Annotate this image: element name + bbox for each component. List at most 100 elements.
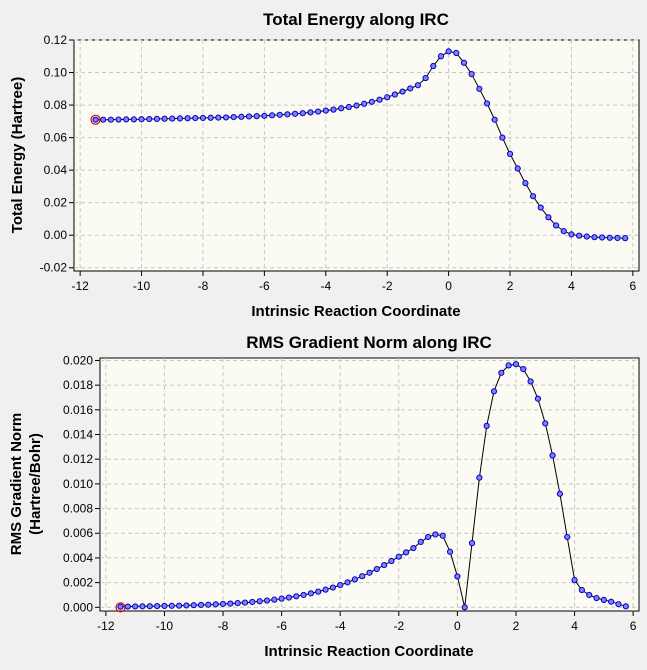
data-point[interactable] [505,362,512,369]
data-point[interactable] [353,102,360,109]
data-point[interactable] [368,98,375,105]
data-point[interactable] [184,115,191,122]
data-point[interactable] [483,100,491,107]
data-point[interactable] [476,474,483,481]
data-point[interactable] [276,111,283,118]
data-point[interactable] [344,579,351,586]
data-point[interactable] [437,53,445,60]
data-point[interactable] [359,573,366,580]
data-point[interactable] [407,85,414,92]
data-point[interactable] [130,116,137,123]
data-point[interactable] [268,112,276,119]
plot-area[interactable] [99,357,640,612]
data-point[interactable] [529,193,537,200]
data-point[interactable] [322,586,329,593]
data-point[interactable] [92,116,99,123]
data-point[interactable] [197,601,205,609]
data-point[interactable] [146,115,153,123]
data-point[interactable] [215,114,222,121]
data-point[interactable] [284,111,291,118]
data-point[interactable] [175,602,183,609]
data-point[interactable] [490,388,498,395]
data-point[interactable] [468,540,476,547]
data-point[interactable] [271,596,278,603]
data-point[interactable] [468,71,475,78]
data-point[interactable] [520,366,527,373]
data-point[interactable] [291,110,299,117]
data-point[interactable] [351,576,358,583]
data-point[interactable] [376,96,383,103]
data-point[interactable] [381,561,388,569]
data-point[interactable] [384,94,391,101]
data-point[interactable] [506,150,514,157]
data-point[interactable] [245,113,253,120]
data-point[interactable] [483,422,490,429]
data-point[interactable] [307,590,315,597]
data-point[interactable] [190,602,197,609]
data-point[interactable] [591,234,598,241]
data-point[interactable] [337,581,344,589]
data-point[interactable] [300,591,307,599]
data-point[interactable] [330,106,337,113]
data-point[interactable] [460,59,468,66]
data-point[interactable] [395,553,402,560]
data-point[interactable] [253,113,260,120]
data-point[interactable] [453,49,460,57]
data-point[interactable] [445,48,452,55]
data-point[interactable] [176,115,184,122]
data-point[interactable] [615,601,622,608]
current-point-marker[interactable] [90,114,101,125]
data-point[interactable] [338,105,345,112]
data-point[interactable] [227,600,234,607]
data-point[interactable] [168,602,175,609]
data-point[interactable] [373,565,380,573]
data-point[interactable] [322,107,329,114]
data-point[interactable] [161,115,168,122]
data-point[interactable] [614,234,621,242]
data-point[interactable] [600,596,607,603]
data-point[interactable] [212,601,219,608]
data-point[interactable] [454,573,461,580]
data-point[interactable] [522,180,529,187]
data-point[interactable] [315,588,322,595]
data-point[interactable] [256,598,263,605]
data-point[interactable] [388,557,395,565]
data-point[interactable] [545,214,552,221]
data-point[interactable] [207,114,214,121]
data-point[interactable] [315,108,322,115]
data-point[interactable] [498,369,505,376]
data-point[interactable] [146,603,153,610]
data-point[interactable] [100,116,107,123]
data-point[interactable] [399,88,406,95]
data-point[interactable] [410,544,417,552]
data-point[interactable] [586,591,593,599]
data-point[interactable] [608,598,615,605]
data-point[interactable] [199,114,207,122]
data-point[interactable] [542,420,549,427]
data-point[interactable] [154,602,161,610]
data-point[interactable] [583,233,590,240]
data-point[interactable] [138,116,145,123]
data-point[interactable] [564,533,571,541]
data-point[interactable] [439,532,446,539]
data-point[interactable] [432,531,439,538]
data-point[interactable] [491,116,498,123]
data-point[interactable] [161,602,168,610]
data-point[interactable] [417,538,424,545]
data-point[interactable] [622,603,629,610]
data-point[interactable] [424,533,432,541]
data-point[interactable] [446,548,454,555]
data-point[interactable] [576,232,583,239]
data-point[interactable] [205,601,212,608]
data-point[interactable] [568,231,575,238]
data-point[interactable] [430,62,437,70]
data-point[interactable] [537,204,544,211]
data-point[interactable] [192,114,199,122]
data-point[interactable] [422,74,429,82]
data-point[interactable] [345,103,352,111]
data-point[interactable] [403,549,410,556]
data-point[interactable] [514,165,521,172]
data-point[interactable] [299,110,306,117]
data-point[interactable] [599,234,606,241]
data-point[interactable] [578,586,585,594]
